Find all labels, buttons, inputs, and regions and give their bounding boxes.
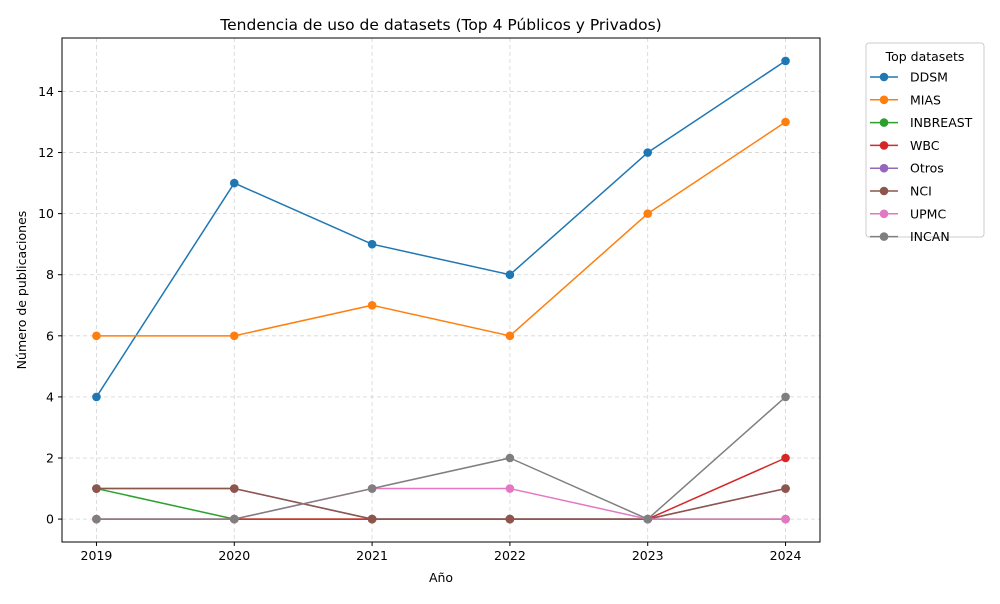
data-point-mias bbox=[643, 209, 653, 218]
data-point-mias bbox=[781, 117, 790, 127]
series-line-incan bbox=[96, 396, 787, 520]
legend-label: INCAN bbox=[910, 229, 950, 244]
chart-title: Tendencia de uso de datasets (Top 4 Públ… bbox=[219, 16, 661, 34]
y-tick-label: 2 bbox=[46, 451, 54, 466]
data-point-ddsm bbox=[367, 239, 377, 249]
legend-swatch-marker bbox=[879, 72, 889, 82]
series-nci bbox=[92, 484, 790, 524]
legend-swatch-marker bbox=[879, 232, 889, 241]
x-tick-label: 2023 bbox=[632, 548, 664, 563]
data-point-incan bbox=[367, 484, 377, 493]
legend-item-ddsm: DDSM bbox=[870, 70, 948, 85]
legend-items: DDSM MIAS INBREAST WBC Otros NCI UPMC INCAN bbox=[870, 70, 973, 244]
data-point-ddsm bbox=[229, 178, 239, 188]
legend: Top datasets DDSM MIAS INBREAST WBC Otros NCI… bbox=[865, 42, 985, 244]
legend-title: Top datasets bbox=[885, 49, 965, 64]
legend-item-mias: MIAS bbox=[870, 92, 941, 107]
x-tick-label: 2020 bbox=[218, 548, 250, 563]
data-point-ddsm bbox=[643, 148, 653, 157]
legend-item-incan: INCAN bbox=[870, 229, 950, 244]
legend-swatch-marker bbox=[879, 118, 889, 127]
y-tick-label: 6 bbox=[46, 328, 54, 343]
data-point-ddsm bbox=[505, 270, 515, 280]
data-point-mias bbox=[367, 300, 377, 310]
legend-label: NCI bbox=[910, 184, 932, 199]
data-point-wbc bbox=[781, 453, 790, 463]
series-line-ddsm bbox=[95, 60, 786, 398]
y-tick-label: 10 bbox=[38, 206, 54, 221]
data-point-ddsm bbox=[781, 56, 790, 66]
series-ddsm bbox=[92, 56, 790, 402]
legend-label: WBC bbox=[910, 138, 940, 153]
data-point-ddsm bbox=[92, 392, 101, 402]
axis-ticks: 2019 2020 2021 2022 2023 2024 0 2 4 6 8 10 12 14 bbox=[38, 84, 801, 563]
data-point-nci bbox=[367, 514, 377, 524]
y-tick-label: 12 bbox=[38, 145, 54, 160]
series-otros bbox=[92, 484, 790, 524]
legend-swatch-marker bbox=[879, 141, 889, 150]
legend-label: INBREAST bbox=[910, 115, 973, 130]
legend-swatch-marker bbox=[879, 209, 889, 219]
legend-swatch-marker bbox=[879, 163, 889, 173]
data-point-mias bbox=[92, 331, 101, 341]
data-point-nci bbox=[229, 484, 239, 493]
legend-item-wbc: WBC bbox=[870, 138, 940, 153]
data-point-incan bbox=[505, 453, 515, 463]
legend-frame bbox=[865, 42, 985, 238]
data-point-nci bbox=[505, 514, 515, 524]
legend-label: MIAS bbox=[910, 92, 941, 107]
series-line-mias bbox=[96, 121, 786, 337]
y-tick-label: 14 bbox=[38, 84, 54, 99]
data-point-incan bbox=[229, 514, 239, 524]
legend-item-nci: NCI bbox=[870, 184, 932, 199]
y-tick-label: 4 bbox=[46, 389, 54, 404]
x-tick-label: 2021 bbox=[356, 548, 388, 563]
legend-swatch-marker bbox=[879, 95, 889, 105]
data-point-incan bbox=[781, 392, 790, 402]
series-mias bbox=[92, 117, 790, 341]
legend-label: DDSM bbox=[910, 70, 948, 85]
data-point-nci bbox=[92, 484, 101, 493]
series-lines bbox=[92, 56, 790, 524]
x-tick-label: 2024 bbox=[770, 548, 802, 563]
legend-label: Otros bbox=[910, 161, 944, 176]
x-tick-label: 2019 bbox=[81, 548, 113, 563]
x-tick-label: 2022 bbox=[494, 548, 526, 563]
series-line-nci bbox=[96, 487, 786, 520]
legend-item-upmc: UPMC bbox=[870, 206, 946, 221]
y-tick-label: 0 bbox=[46, 512, 54, 527]
legend-item-otros: Otros bbox=[870, 161, 944, 176]
y-tick-label: 8 bbox=[46, 267, 54, 282]
plot-frame bbox=[61, 37, 821, 543]
series-incan bbox=[92, 392, 790, 524]
data-point-incan bbox=[92, 514, 101, 524]
legend-label: UPMC bbox=[910, 206, 946, 221]
legend-swatch-marker bbox=[879, 186, 889, 196]
legend-item-inbreast: INBREAST bbox=[870, 115, 973, 130]
series-inbreast bbox=[92, 484, 790, 524]
y-axis-label: Número de publicaciones bbox=[14, 211, 29, 370]
data-point-incan bbox=[643, 514, 653, 524]
data-point-nci bbox=[781, 484, 790, 493]
data-point-upmc bbox=[781, 514, 790, 524]
data-point-mias bbox=[505, 331, 515, 341]
x-axis-label: Año bbox=[429, 570, 453, 585]
data-point-mias bbox=[229, 331, 239, 341]
series-upmc bbox=[92, 484, 790, 524]
data-point-upmc bbox=[505, 484, 515, 493]
